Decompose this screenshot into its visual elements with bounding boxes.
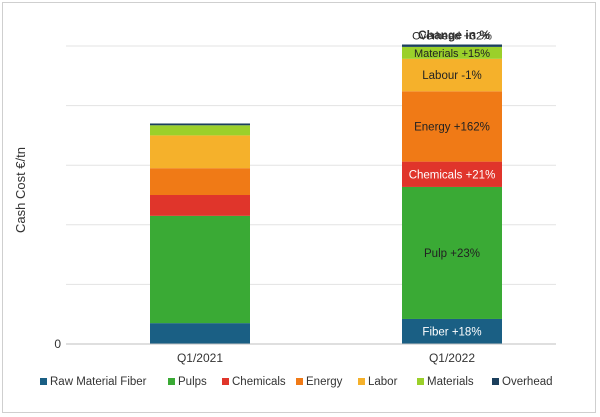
bars [150, 44, 502, 344]
bar-raw-material-fiber-q1-2021 [150, 323, 250, 344]
legend-label-raw-material-fiber: Raw Material Fiber [50, 376, 147, 388]
bar-chemicals-q1-2021 [150, 195, 250, 216]
legend: Raw Material Fiber Pulps Chemicals Energy La… [40, 376, 553, 388]
legend-label-labor: Labor [368, 376, 398, 388]
x-tick-label-q1-2022: Q1/2022 [429, 351, 475, 365]
bar-pulps-q1-2021 [150, 215, 250, 324]
bar-chemicals-q1-2022 [402, 161, 502, 187]
y-axis-label: Cash Cost €/tn [13, 147, 28, 233]
bar-energy-q1-2021 [150, 168, 250, 195]
legend-label-materials: Materials [427, 376, 474, 388]
bar-labor-q1-2022 [402, 58, 502, 92]
legend-swatch-chemicals [222, 378, 229, 385]
axes: 0 Cash Cost €/tn Q1/2021 Q1/2022 Change … [13, 28, 556, 365]
legend-swatch-materials [417, 378, 424, 385]
change-label-chemicals: Chemicals +21% [409, 169, 496, 181]
bar-materials-q1-2021 [150, 125, 250, 136]
legend-label-overhead: Overhead [502, 376, 553, 388]
change-label-labor: Labour -1% [422, 70, 481, 82]
x-tick-label-q1-2021: Q1/2021 [177, 351, 223, 365]
bar-pulps-q1-2022 [402, 186, 502, 319]
bar-energy-q1-2022 [402, 91, 502, 162]
bar-labels: Fiber +18% Pulp +23% Chemicals +21% Energy … [409, 31, 496, 339]
bar-raw-material-fiber-q1-2022 [402, 318, 502, 344]
bar-materials-q1-2022 [402, 46, 502, 59]
change-label-overhead: Overhead +32% [412, 31, 492, 43]
legend-swatch-energy [296, 378, 303, 385]
y-tick-zero: 0 [54, 337, 61, 351]
legend-label-chemicals: Chemicals [232, 376, 286, 388]
change-label-energy: Energy +162% [414, 121, 490, 133]
change-label-pulps: Pulp +23% [424, 248, 480, 260]
legend-swatch-raw-material-fiber [40, 378, 47, 385]
legend-swatch-overhead [492, 378, 499, 385]
change-annotation-title: Change in % [418, 28, 490, 42]
legend-swatch-labor [358, 378, 365, 385]
bar-overhead-q1-2022 [402, 44, 502, 47]
change-label-materials: Materials +15% [414, 48, 490, 60]
legend-label-energy: Energy [306, 376, 343, 388]
change-label-raw-material-fiber: Fiber +18% [422, 326, 481, 338]
bar-labor-q1-2021 [150, 135, 250, 169]
legend-swatch-pulps [168, 378, 175, 385]
legend-label-pulps: Pulps [178, 376, 207, 388]
bar-overhead-q1-2021 [150, 123, 250, 126]
